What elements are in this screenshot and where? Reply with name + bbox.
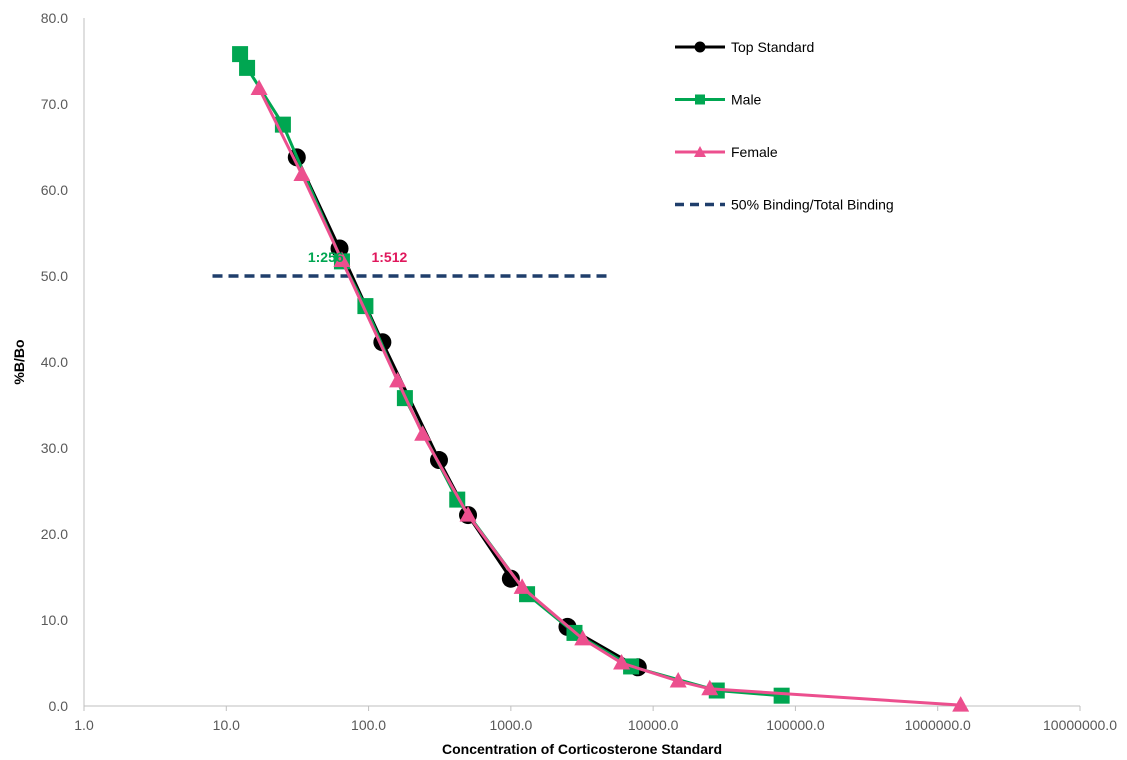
- annotations: 1:256 1:512: [308, 249, 408, 265]
- x-tick-labels: 1.0 10.0 100.0 1000.0 10000.0 100000.0 1000000…: [74, 706, 1117, 733]
- y-tick-label: 50.0: [41, 268, 68, 284]
- y-tick-label: 80.0: [41, 10, 68, 26]
- series-line-top-standard: [295, 156, 639, 669]
- data-point-male: [232, 46, 249, 63]
- legend-label: Top Standard: [731, 39, 814, 55]
- y-axis: 0.0 10.0 20.0 30.0 40.0 50.0 60.0 70.0 80.0: [41, 10, 85, 714]
- x-tick-label: 100000.0: [766, 717, 825, 733]
- data-point-female: [333, 251, 351, 268]
- annotation-label: 1:512: [371, 249, 407, 265]
- data-point-female: [293, 165, 311, 182]
- x-tick-label: 1000000.0: [905, 717, 971, 733]
- data-point-female: [574, 629, 592, 646]
- data-point-female: [459, 506, 477, 522]
- y-tick-label: 20.0: [41, 526, 68, 542]
- x-axis-title: Concentration of Corticosterone Standard: [442, 741, 722, 757]
- y-tick-label: 10.0: [41, 612, 68, 628]
- legend-item-female: Female: [675, 144, 778, 160]
- y-tick-labels: 0.0 10.0 20.0 30.0 40.0 50.0 60.0 70.0 80.0: [41, 10, 68, 714]
- legend-item-male: Male: [675, 92, 762, 108]
- series-top-standard: [287, 148, 647, 677]
- data-point-female: [613, 654, 631, 670]
- y-tick-label: 70.0: [41, 96, 68, 112]
- x-tick-label: 10000000.0: [1043, 717, 1117, 733]
- data-point-female: [414, 425, 432, 441]
- series-male: [232, 46, 790, 704]
- legend-marker: [694, 41, 706, 53]
- legend-label: Male: [731, 92, 762, 108]
- x-tick-label: 100.0: [351, 717, 386, 733]
- legend-label: Female: [731, 144, 778, 160]
- y-tick-label: 0.0: [49, 698, 69, 714]
- data-point-female: [669, 672, 687, 688]
- data-point-top-standard: [501, 569, 520, 588]
- x-tick-label: 1.0: [74, 717, 94, 733]
- legend-marker: [694, 146, 706, 157]
- y-tick-label: 30.0: [41, 440, 68, 456]
- legend-item-50-binding-total-binding: 50% Binding/Total Binding: [675, 197, 894, 213]
- series-female: [250, 79, 970, 712]
- data-point-female: [701, 679, 719, 696]
- data-point-female: [513, 578, 531, 594]
- data-point-female: [952, 696, 970, 712]
- series-line-female: [257, 87, 961, 707]
- legend-item-top-standard: Top Standard: [675, 39, 814, 55]
- x-tick-label: 10000.0: [628, 717, 679, 733]
- legend: Top Standard Male Female 50% Binding/Total …: [675, 39, 894, 213]
- y-axis-title: %B/Bo: [11, 339, 27, 384]
- annotation-label: 1:256: [308, 249, 344, 265]
- x-tick-label: 10.0: [213, 717, 240, 733]
- data-point-male: [239, 59, 256, 76]
- y-tick-label: 60.0: [41, 182, 68, 198]
- legend-marker: [695, 94, 705, 105]
- y-tick-label: 40.0: [41, 354, 68, 370]
- data-point-male: [773, 687, 790, 704]
- x-axis: 1.0 10.0 100.0 1000.0 10000.0 100000.0 1000000…: [74, 705, 1117, 733]
- data-point-female: [389, 371, 407, 388]
- x-tick-label: 1000.0: [489, 717, 532, 733]
- plot-area: [212, 46, 970, 712]
- legend-label: 50% Binding/Total Binding: [731, 197, 894, 213]
- data-point-female: [250, 79, 268, 96]
